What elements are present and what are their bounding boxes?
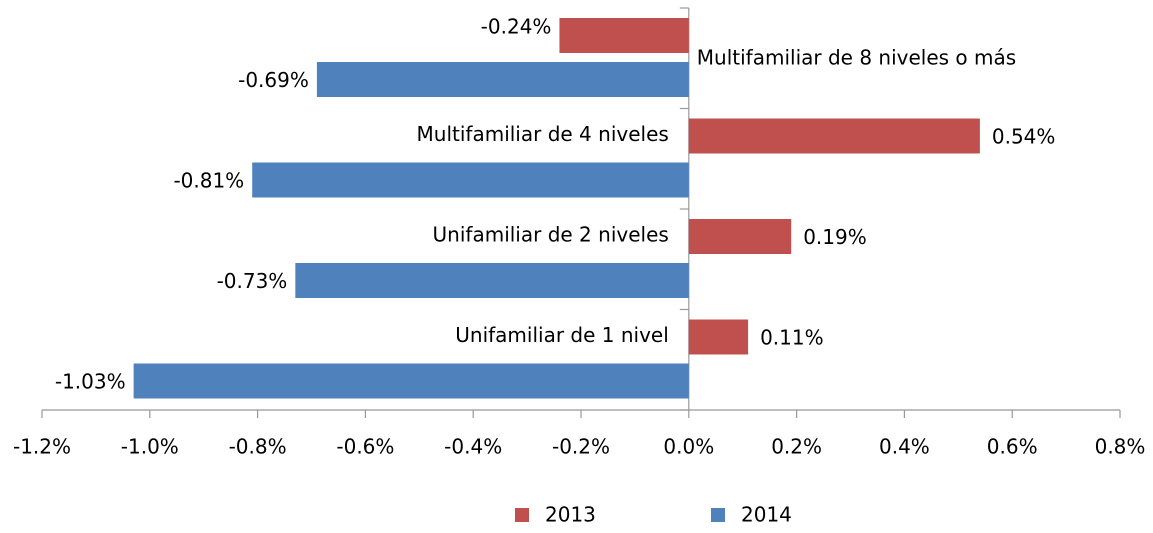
x-tick-label: 0.0% bbox=[663, 435, 714, 459]
x-tick-label: -0.6% bbox=[336, 435, 394, 459]
bar bbox=[688, 319, 749, 355]
bar bbox=[252, 162, 689, 198]
value-label: -0.24% bbox=[481, 15, 552, 39]
category-label: Multifamiliar de 4 niveles bbox=[417, 122, 669, 146]
bar bbox=[133, 363, 689, 399]
x-tick-label: -0.2% bbox=[552, 435, 610, 459]
x-tick-label: -0.4% bbox=[444, 435, 502, 459]
bar bbox=[295, 263, 689, 298]
value-label: -0.81% bbox=[173, 169, 244, 193]
bar bbox=[559, 18, 689, 53]
value-label: 0.11% bbox=[760, 326, 824, 350]
value-label: 0.54% bbox=[992, 125, 1056, 149]
category-label: Unifamiliar de 1 nivel bbox=[455, 323, 669, 347]
x-tick-label: 0.8% bbox=[1095, 435, 1146, 459]
x-tick-label: 0.4% bbox=[879, 435, 930, 459]
x-tick-label: 0.2% bbox=[771, 435, 822, 459]
category-label: Multifamiliar de 8 niveles o más bbox=[697, 46, 1016, 70]
bar bbox=[316, 62, 689, 97]
x-tick-label: -1.0% bbox=[121, 435, 179, 459]
value-label: 0.19% bbox=[803, 225, 867, 249]
legend-swatch bbox=[711, 508, 725, 522]
value-label: -0.73% bbox=[217, 269, 288, 293]
x-tick-label: 0.6% bbox=[987, 435, 1038, 459]
bar bbox=[688, 118, 980, 154]
bar bbox=[688, 219, 792, 254]
legend-label: 2014 bbox=[741, 503, 792, 527]
legend-label: 2013 bbox=[545, 503, 596, 527]
x-tick-label: -1.2% bbox=[13, 435, 71, 459]
legend-swatch bbox=[515, 508, 529, 522]
x-tick-label: -0.8% bbox=[229, 435, 287, 459]
value-label: -0.69% bbox=[238, 68, 309, 92]
value-label: -1.03% bbox=[55, 370, 126, 394]
category-label: Unifamiliar de 2 niveles bbox=[433, 223, 669, 247]
